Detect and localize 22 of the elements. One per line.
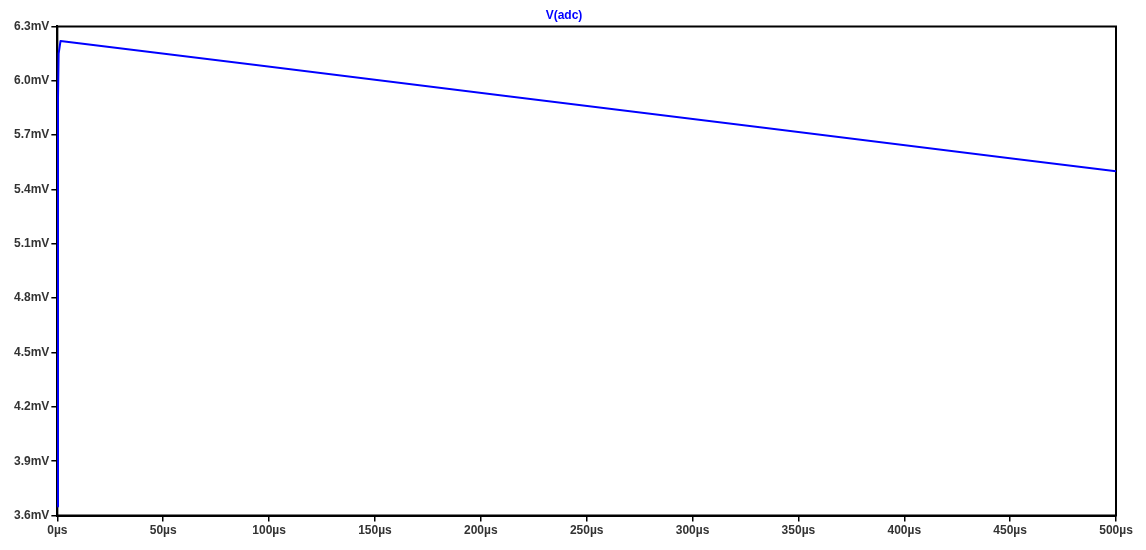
y-tick-label: 4.5mV xyxy=(14,344,50,359)
y-tick-label: 5.4mV xyxy=(14,181,50,196)
x-tick-label: 250µs xyxy=(569,523,604,538)
y-tick-label: 3.9mV xyxy=(14,453,50,468)
x-tick-label: 350µs xyxy=(781,523,816,538)
y-tick-label: 6.0mV xyxy=(14,73,50,88)
y-tick-label: 6.3mV xyxy=(14,18,50,33)
x-tick-label: 300µs xyxy=(675,523,710,538)
x-tick-label: 500µs xyxy=(1099,523,1134,538)
y-tick-label: 4.2mV xyxy=(14,399,50,414)
x-tick-label: 150µs xyxy=(358,523,393,538)
x-tick-label: 100µs xyxy=(252,523,287,538)
y-tick-label: 3.6mV xyxy=(14,507,50,522)
x-tick-label: 450µs xyxy=(993,523,1028,538)
x-tick-label: 50µs xyxy=(149,523,178,538)
x-tick-label: 0µs xyxy=(47,523,68,538)
y-tick-label: 5.1mV xyxy=(14,236,50,251)
y-tick-label: 5.7mV xyxy=(14,127,50,142)
chart-title: V(adc) xyxy=(545,7,583,22)
y-tick-label: 4.8mV xyxy=(14,290,50,305)
x-tick-label: 200µs xyxy=(464,523,498,538)
x-tick-label: 400µs xyxy=(887,523,922,538)
